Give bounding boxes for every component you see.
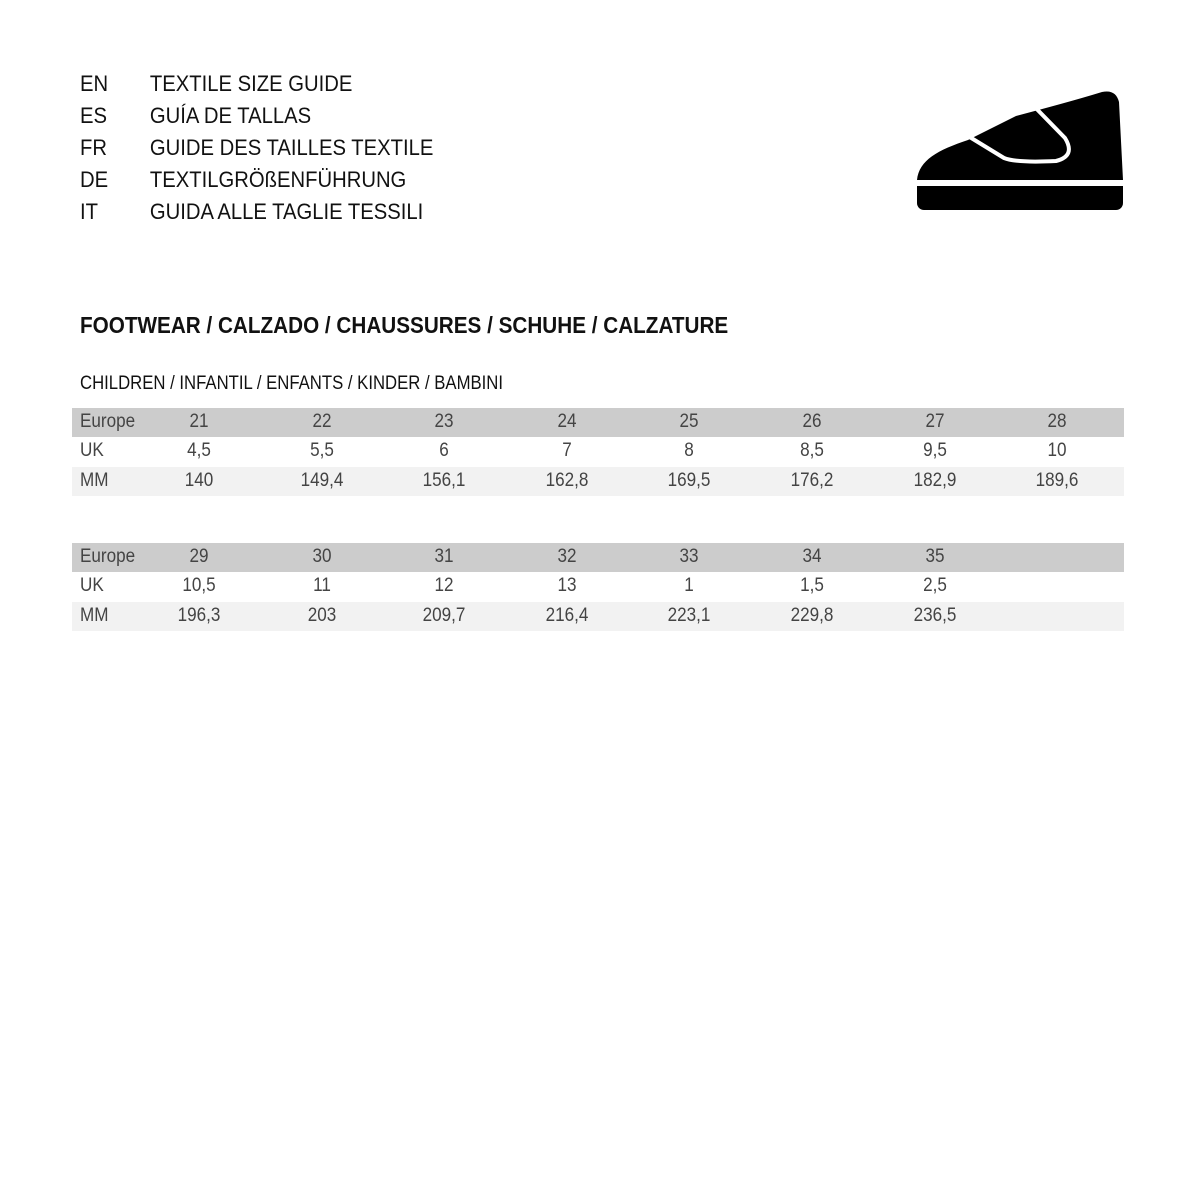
table-cell: 27 bbox=[925, 411, 945, 432]
table-cell: 22 bbox=[312, 411, 332, 432]
row-label: UK bbox=[80, 575, 104, 597]
table-row: UK 4,5 5,5 6 7 8 8,5 9,5 10 bbox=[72, 437, 1124, 467]
table-cell: 6 bbox=[439, 440, 449, 462]
table-cell: 10,5 bbox=[182, 575, 216, 597]
row-label: Europe bbox=[80, 411, 136, 432]
table-cell: 189,6 bbox=[1035, 469, 1079, 491]
table-cell: 25 bbox=[679, 411, 699, 432]
table-cell: 162,8 bbox=[545, 469, 589, 491]
section-title: FOOTWEAR / CALZADO / CHAUSSURES / SCHUHE… bbox=[80, 312, 729, 338]
language-title: TEXTILGRÖßENFÜHRUNG bbox=[149, 167, 407, 192]
language-title: GUIDE DES TAILLES TEXTILE bbox=[149, 135, 434, 160]
table-cell: 8 bbox=[684, 440, 695, 462]
table-cell: 5,5 bbox=[309, 440, 334, 462]
language-row: DE TEXTILGRÖßENFÜHRUNG bbox=[80, 164, 433, 196]
row-label: Europe bbox=[80, 546, 136, 567]
language-row: FR GUIDE DES TAILLES TEXTILE bbox=[80, 132, 433, 164]
table-row: Europe 29 30 31 32 33 34 35 bbox=[72, 543, 1124, 573]
table-cell: 203 bbox=[307, 604, 336, 626]
table-cell: 30 bbox=[312, 546, 332, 567]
table-cell: 31 bbox=[434, 546, 454, 567]
table-cell: 33 bbox=[679, 546, 699, 567]
table-cell: 216,4 bbox=[545, 604, 589, 626]
table-cell: 182,9 bbox=[913, 469, 956, 491]
row-label: MM bbox=[80, 604, 109, 626]
table-cell: 12 bbox=[434, 575, 454, 597]
language-titles: EN TEXTILE SIZE GUIDE ES GUÍA DE TALLAS FR GU… bbox=[80, 68, 433, 228]
language-code: EN bbox=[80, 71, 109, 96]
table-cell: 23 bbox=[434, 411, 454, 432]
table-cell: 4,5 bbox=[187, 440, 211, 462]
language-title: TEXTILE SIZE GUIDE bbox=[149, 71, 353, 96]
table-cell: 236,5 bbox=[913, 604, 956, 626]
language-code: IT bbox=[80, 199, 98, 224]
language-row: ES GUÍA DE TALLAS bbox=[80, 100, 433, 132]
table-cell: 28 bbox=[1047, 411, 1067, 432]
table-row: MM 140 149,4 156,1 162,8 169,5 176,2 182,9 189,6 bbox=[72, 466, 1124, 496]
table-cell: 32 bbox=[557, 546, 577, 567]
table-cell: 11 bbox=[312, 575, 331, 597]
table-row: Europe 21 22 23 24 25 26 27 28 bbox=[72, 408, 1124, 438]
shoe-icon bbox=[917, 91, 1123, 210]
language-code: ES bbox=[80, 103, 108, 128]
table-cell: 34 bbox=[802, 546, 822, 567]
language-code: FR bbox=[80, 135, 107, 160]
section-subtitle: CHILDREN / INFANTIL / ENFANTS / KINDER /… bbox=[80, 373, 504, 394]
table-cell: 1,5 bbox=[800, 575, 824, 597]
table-cell: 8,5 bbox=[800, 440, 824, 462]
table-row: MM 196,3 203 209,7 216,4 223,1 229,8 236,5 bbox=[72, 601, 1124, 631]
table-cell: 149,4 bbox=[300, 469, 343, 491]
table-cell: 26 bbox=[802, 411, 822, 432]
table-cell: 209,7 bbox=[422, 604, 466, 626]
table-cell: 2,5 bbox=[922, 575, 947, 597]
table-cell: 21 bbox=[189, 411, 209, 432]
table-cell: 1 bbox=[684, 575, 695, 597]
table-cell: 10 bbox=[1047, 440, 1067, 462]
row-label: UK bbox=[80, 440, 104, 462]
table-cell: 223,1 bbox=[667, 604, 711, 626]
table-cell: 29 bbox=[189, 546, 209, 567]
table-cell: 196,3 bbox=[177, 604, 221, 626]
table-cell: 140 bbox=[184, 469, 214, 491]
table-cell: 13 bbox=[557, 575, 577, 597]
table-row: UK 10,5 11 12 13 1 1,5 2,5 bbox=[72, 572, 1124, 602]
table-cell: 169,5 bbox=[667, 469, 711, 491]
table-cell: 9,5 bbox=[922, 440, 947, 462]
table-cell: 35 bbox=[925, 546, 945, 567]
language-title: GUIDA ALLE TAGLIE TESSILI bbox=[149, 199, 424, 224]
language-row: IT GUIDA ALLE TAGLIE TESSILI bbox=[80, 196, 433, 228]
table-cell: 156,1 bbox=[422, 469, 466, 491]
size-table-2: Europe 29 30 31 32 33 34 35 UK 10,5 11 12 13 1 1,5 2,5 M… bbox=[72, 543, 1124, 631]
language-row: EN TEXTILE SIZE GUIDE bbox=[80, 68, 433, 100]
language-title: GUÍA DE TALLAS bbox=[149, 103, 312, 128]
table-cell: 7 bbox=[562, 440, 572, 462]
size-table-1: Europe 21 22 23 24 25 26 27 28 UK 4,5 5,5 6 7 8 8,5 9,5 1… bbox=[72, 408, 1124, 496]
language-code: DE bbox=[80, 167, 109, 192]
table-cell: 229,8 bbox=[790, 604, 834, 626]
table-cell: 24 bbox=[557, 411, 577, 432]
table-cell: 176,2 bbox=[790, 469, 834, 491]
row-label: MM bbox=[80, 469, 109, 491]
